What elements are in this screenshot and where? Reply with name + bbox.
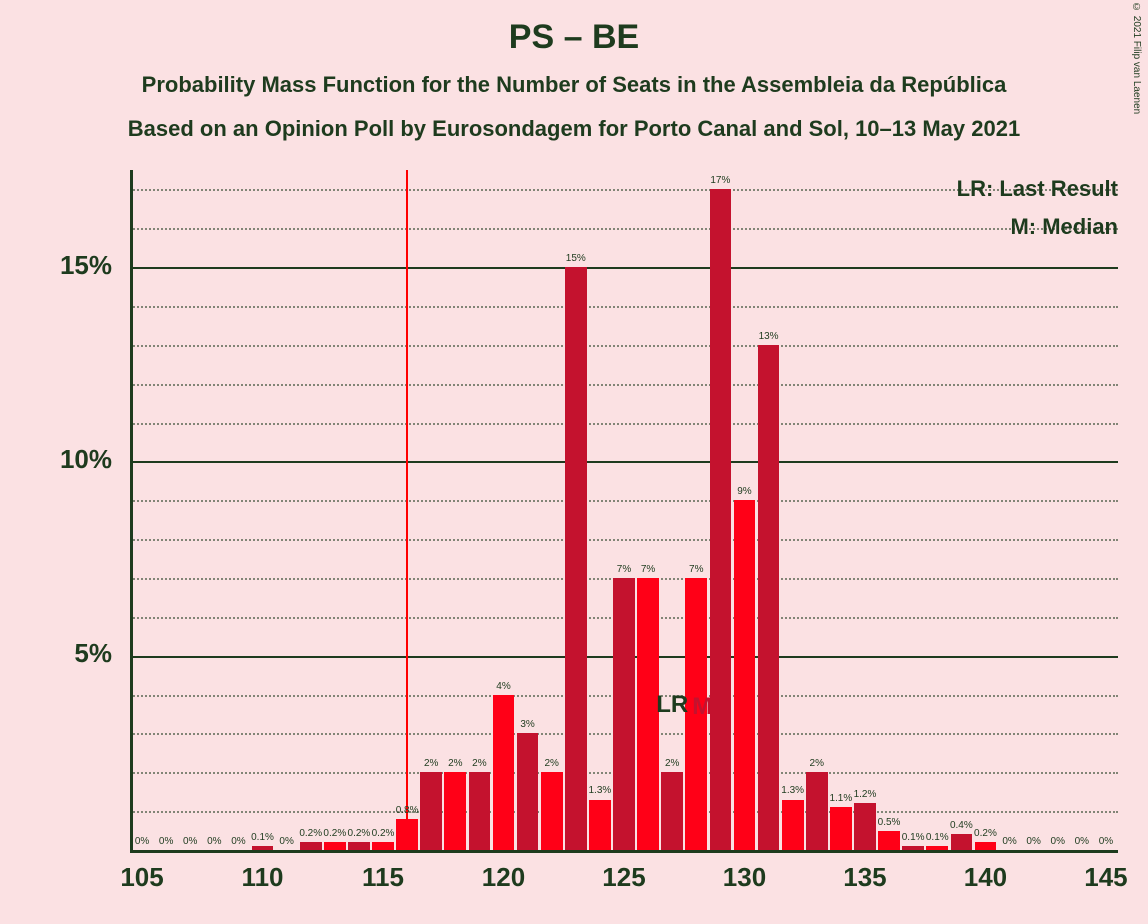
chart-title: PS – BE bbox=[0, 18, 1148, 57]
bar bbox=[541, 772, 563, 850]
y-tick-label: 10% bbox=[0, 444, 112, 475]
y-tick-label: 15% bbox=[0, 250, 112, 281]
bar-value-label: 15% bbox=[558, 253, 594, 264]
bar-value-label: 0.5% bbox=[871, 817, 907, 828]
gridline-major bbox=[130, 461, 1118, 463]
bar bbox=[758, 345, 780, 850]
bar-value-label: 3% bbox=[510, 719, 546, 730]
chart-subtitle-2: Based on an Opinion Poll by Eurosondagem… bbox=[0, 116, 1148, 142]
bar bbox=[806, 772, 828, 850]
bar bbox=[565, 267, 587, 850]
gridline-minor bbox=[130, 189, 1118, 191]
y-tick-label: 5% bbox=[0, 638, 112, 669]
bar bbox=[300, 842, 322, 850]
bar bbox=[926, 846, 948, 850]
x-tick-label: 125 bbox=[584, 862, 664, 893]
bar bbox=[830, 807, 852, 850]
bar-value-label: 13% bbox=[751, 331, 787, 342]
last-result-line bbox=[406, 170, 408, 850]
bar bbox=[613, 578, 635, 850]
gridline-minor bbox=[130, 228, 1118, 230]
x-tick-label: 135 bbox=[825, 862, 905, 893]
bar bbox=[661, 772, 683, 850]
x-tick-label: 145 bbox=[1066, 862, 1146, 893]
gridline-minor bbox=[130, 306, 1118, 308]
bar bbox=[444, 772, 466, 850]
gridline-minor bbox=[130, 345, 1118, 347]
x-tick-label: 130 bbox=[704, 862, 784, 893]
gridline-major bbox=[130, 267, 1118, 269]
bar bbox=[493, 695, 515, 850]
x-axis-line bbox=[130, 850, 1118, 853]
x-tick-label: 120 bbox=[464, 862, 544, 893]
bar bbox=[372, 842, 394, 850]
bar bbox=[782, 800, 804, 851]
bar bbox=[420, 772, 442, 850]
gridline-minor bbox=[130, 539, 1118, 541]
bar bbox=[348, 842, 370, 850]
y-axis-line bbox=[130, 170, 133, 850]
bar bbox=[469, 772, 491, 850]
bar-value-label: 0% bbox=[1088, 836, 1124, 847]
x-tick-label: 110 bbox=[223, 862, 303, 893]
bar-value-label: 2% bbox=[799, 758, 835, 769]
x-tick-label: 140 bbox=[945, 862, 1025, 893]
x-tick-label: 105 bbox=[102, 862, 182, 893]
bar-value-label: 17% bbox=[702, 175, 738, 186]
bar-value-label: 1.2% bbox=[847, 789, 883, 800]
bar bbox=[396, 819, 418, 850]
bar bbox=[734, 500, 756, 850]
x-tick-label: 115 bbox=[343, 862, 423, 893]
plot-area: 0%0%0%0%0%0.1%0%0.2%0.2%0.2%0.2%0.8%2%2%… bbox=[130, 170, 1118, 850]
bar bbox=[324, 842, 346, 850]
median-marker-label: M bbox=[682, 693, 722, 721]
bar-value-label: 7% bbox=[630, 564, 666, 575]
gridline-minor bbox=[130, 423, 1118, 425]
chart-root: © 2021 Filip van Laenen PS – BE Probabil… bbox=[0, 0, 1148, 924]
bar bbox=[589, 800, 611, 851]
bar bbox=[902, 846, 924, 850]
gridline-minor bbox=[130, 500, 1118, 502]
bar bbox=[710, 189, 732, 850]
gridline-minor bbox=[130, 384, 1118, 386]
chart-subtitle-1: Probability Mass Function for the Number… bbox=[0, 72, 1148, 98]
bar-value-label: 4% bbox=[486, 681, 522, 692]
bar bbox=[517, 733, 539, 850]
